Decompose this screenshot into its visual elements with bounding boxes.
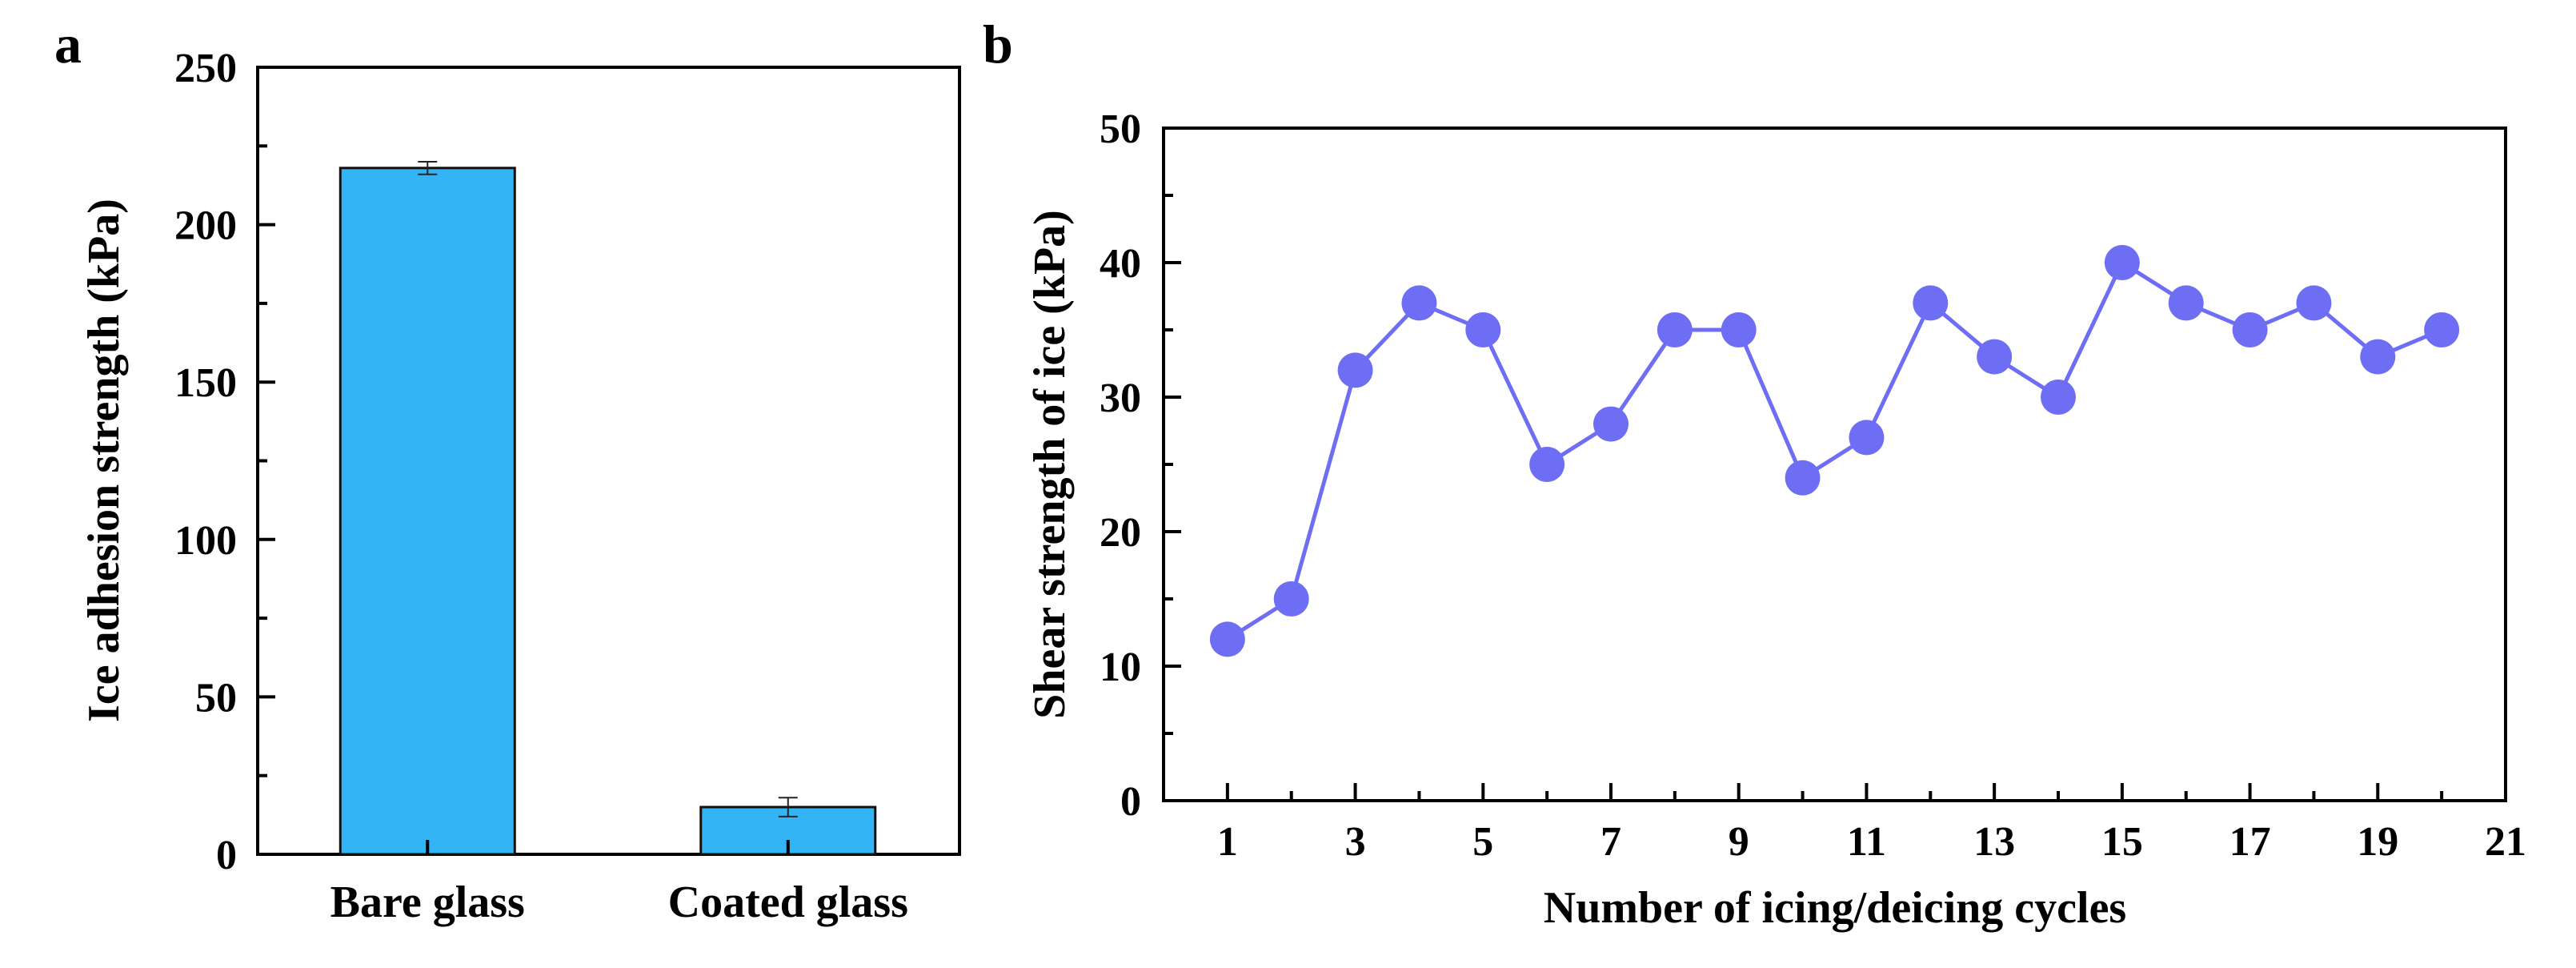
data-point-17 (2232, 312, 2268, 347)
y-tick-label: 150 (174, 360, 237, 406)
data-point-20 (2424, 312, 2460, 347)
data-point-11 (1849, 420, 1885, 456)
x-tick-label: 3 (1345, 819, 1366, 865)
data-point-16 (2168, 285, 2204, 321)
x-tick-label: 9 (1729, 819, 1749, 865)
data-point-14 (2041, 380, 2076, 415)
panel-a-y-axis-title: Ice adhesion strength (kPa) (79, 199, 129, 722)
panel-a-y-ticks: 0 50 100 150 200 250 (174, 46, 275, 878)
data-point-4 (1401, 285, 1437, 321)
data-point-3 (1337, 352, 1373, 388)
y-tick-label: 200 (174, 203, 237, 249)
data-point-6 (1529, 447, 1565, 482)
panel-b-series (1209, 245, 2460, 657)
data-point-18 (2296, 285, 2332, 321)
y-tick-label: 20 (1100, 510, 1141, 556)
x-category-label: Coated glass (668, 878, 908, 927)
panel-a-bars (339, 160, 877, 856)
panel-b-x-axis-title: Number of icing/deicing cycles (1544, 883, 2126, 933)
panel-b-y-axis-title: Shear strength of ice (kPa) (1025, 210, 1075, 719)
panel-b-y-ticks: 0 10 20 30 40 50 (1100, 106, 1181, 825)
data-point-10 (1785, 460, 1821, 496)
x-tick-label: 21 (2485, 819, 2526, 865)
y-tick-label: 0 (1120, 779, 1141, 825)
data-point-1 (1209, 621, 1245, 657)
panel-b-plot-frame (1162, 127, 2507, 802)
y-tick-label: 50 (195, 675, 237, 721)
y-tick-label: 250 (174, 46, 237, 91)
x-tick-label: 5 (1472, 819, 1493, 865)
y-tick-label: 0 (216, 833, 237, 878)
panel-a-label: a (54, 14, 82, 74)
x-tick-label: 19 (2357, 819, 2398, 865)
panel-b-label: b (983, 14, 1013, 74)
x-tick-label: 15 (2101, 819, 2143, 865)
data-point-9 (1721, 312, 1757, 347)
y-tick-label: 50 (1100, 106, 1141, 152)
data-point-8 (1657, 312, 1693, 347)
data-point-19 (2360, 339, 2396, 375)
y-tick-label: 40 (1100, 241, 1141, 287)
y-tick-label: 30 (1100, 376, 1141, 421)
data-point-15 (2104, 245, 2140, 280)
x-tick-label: 17 (2229, 819, 2271, 865)
bar-bare-glass (339, 167, 516, 856)
x-tick-label: 1 (1217, 819, 1238, 865)
y-tick-label: 100 (174, 518, 237, 564)
data-point-2 (1273, 581, 1309, 617)
data-point-12 (1913, 285, 1949, 321)
panel-b-x-ticks: 1 3 5 7 9 11 13 15 17 19 21 (1217, 783, 2526, 865)
data-point-7 (1593, 406, 1629, 442)
x-tick-label: 13 (1973, 819, 2015, 865)
x-tick-label: 11 (1847, 819, 1886, 865)
y-tick-label: 10 (1100, 645, 1141, 690)
panel-a: a 0 50 100 150 200 250 Bare glass Coated glass… (54, 14, 961, 927)
data-point-13 (1977, 339, 2013, 375)
data-point-5 (1465, 312, 1501, 347)
x-tick-label: 7 (1600, 819, 1621, 865)
x-category-label: Bare glass (331, 878, 525, 927)
panel-a-x-labels: Bare glass Coated glass (331, 840, 908, 927)
